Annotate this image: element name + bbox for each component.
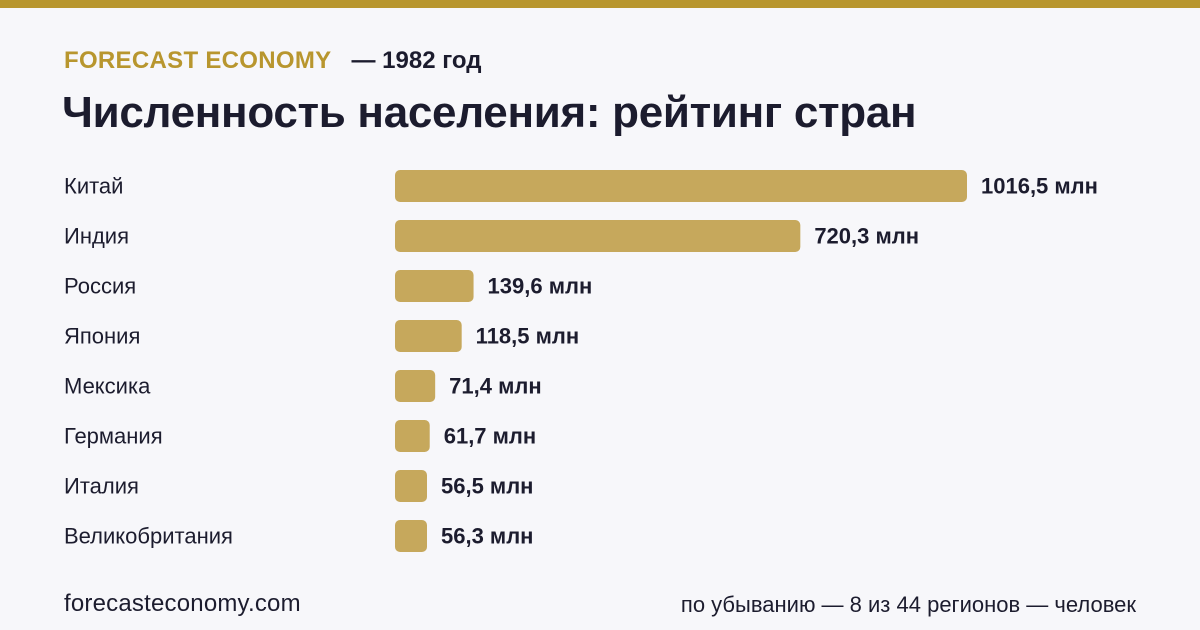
value-label: 139,6 млн [488, 274, 593, 299]
bar [395, 270, 474, 302]
category-label: Япония [64, 324, 140, 349]
bar [395, 170, 967, 202]
value-label: 118,5 млн [476, 324, 580, 349]
year-label: — 1982 год [351, 47, 482, 74]
value-label: 1016,5 млн [981, 174, 1098, 199]
value-label: 61,7 млн [444, 424, 536, 449]
category-label: Великобритания [64, 524, 233, 549]
bar [395, 520, 427, 552]
header: FORECAST ECONOMY — 1982 год [64, 46, 481, 76]
category-label: Индия [64, 224, 129, 249]
value-label: 56,5 млн [441, 474, 533, 499]
category-label: Германия [64, 424, 163, 449]
bar [395, 470, 427, 502]
page-title: Численность населения: рейтинг стран [62, 88, 917, 137]
bar [395, 320, 462, 352]
top-accent-bar [0, 0, 1200, 8]
category-label: Россия [64, 274, 136, 299]
value-label: 56,3 млн [441, 524, 533, 549]
category-label: Китай [64, 174, 123, 199]
value-label: 720,3 млн [814, 224, 919, 249]
bar [395, 370, 436, 402]
value-label: 71,4 млн [449, 374, 541, 399]
category-label: Италия [64, 474, 139, 499]
footer-note: по убыванию — 8 из 44 регионов — человек [680, 592, 1136, 617]
brand-name[interactable]: FORECAST ECONOMY [64, 47, 332, 74]
category-label: Мексика [64, 374, 151, 399]
footer-site-link[interactable]: forecasteconomy.com [64, 590, 301, 617]
bar [395, 220, 801, 252]
bar [395, 420, 430, 452]
